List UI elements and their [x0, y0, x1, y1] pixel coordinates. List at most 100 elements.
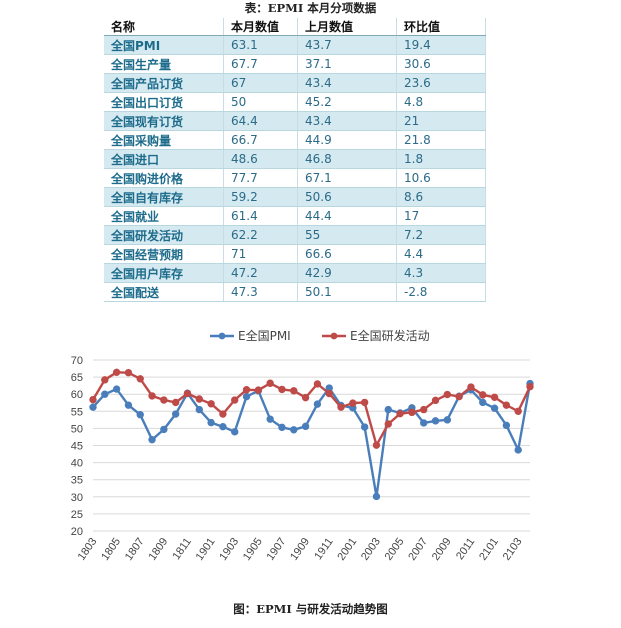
x-tick-label: 1905: [241, 536, 265, 563]
data-point: [207, 400, 215, 408]
table-row: 全国出口订货 50 45.2 4.8: [104, 92, 486, 112]
cell-previous: 67.1: [297, 168, 397, 188]
table-row: 全国配送 47.3 50.1 -2.8: [104, 282, 486, 302]
cell-name: 全国采购量: [104, 130, 224, 150]
data-point: [431, 417, 440, 425]
data-point: [313, 400, 322, 408]
x-tick-label: 2005: [383, 536, 407, 563]
data-point: [112, 385, 121, 393]
data-point: [124, 368, 133, 377]
data-point: [278, 423, 286, 432]
cell-name: 全国配送: [104, 282, 224, 302]
x-tick-label: 1911: [312, 536, 335, 562]
table-row: 全国经营预期 71 66.6 4.4: [104, 244, 486, 264]
data-point: [479, 398, 487, 407]
table-row: 全国用户库存 47.2 42.9 4.3: [104, 263, 486, 283]
cell-mom: 4.4: [396, 244, 486, 264]
data-point: [136, 375, 144, 383]
data-point: [112, 368, 121, 377]
data-point: [195, 405, 203, 414]
cell-mom: 7.2: [396, 225, 486, 245]
data-point: [242, 386, 251, 394]
table-header-row: 名称 本月数值 上月数值 环比值: [104, 18, 486, 36]
y-tick-label: 70: [71, 355, 83, 367]
cell-mom: 21: [396, 111, 486, 131]
data-point: [384, 405, 392, 414]
data-point: [301, 422, 310, 431]
data-point: [443, 416, 452, 424]
cell-mom: 30.6: [396, 54, 486, 74]
table-row: 全国生产量 67.7 37.1 30.6: [104, 54, 486, 74]
cell-name: 全国用户库存: [104, 263, 224, 283]
data-point: [360, 398, 369, 407]
data-point: [219, 410, 227, 418]
header-current: 本月数值: [223, 18, 298, 36]
y-tick-label: 30: [71, 492, 83, 504]
cell-current: 59.2: [223, 187, 298, 207]
data-point: [148, 392, 156, 400]
cell-mom: 19.4: [396, 35, 486, 55]
cell-current: 50: [223, 92, 298, 112]
cell-mom: 4.8: [396, 92, 486, 112]
cell-previous: 44.9: [297, 130, 397, 150]
y-tick-label: 40: [71, 458, 83, 470]
cell-previous: 46.8: [297, 149, 397, 169]
legend-marker: [330, 332, 338, 340]
x-tick-label: 1901: [194, 536, 218, 563]
cell-previous: 44.4: [297, 206, 397, 226]
x-tick-label: 2011: [454, 536, 477, 562]
y-axis-ticks: 20 25 30 35 40 45 50 55 60 65 70: [71, 355, 83, 538]
legend-label: E全国PMI: [238, 328, 291, 343]
data-point: [443, 390, 452, 399]
cell-name: 全国购进价格: [104, 168, 224, 188]
x-tick-label: 1809: [146, 536, 170, 563]
y-tick-label: 60: [71, 389, 83, 401]
data-point: [490, 393, 499, 401]
table-row: 全国研发活动 62.2 55 7.2: [104, 225, 486, 245]
data-point: [101, 376, 109, 384]
x-axis-ticks: 1803 1805 1807 1809 1811 1901 1903 1905 1907 1909…: [76, 536, 525, 563]
y-tick-label: 25: [71, 509, 83, 521]
data-point: [526, 382, 534, 391]
data-point: [360, 423, 369, 431]
x-tick-label: 2001: [335, 536, 359, 563]
y-tick-label: 50: [71, 423, 83, 435]
data-point: [313, 380, 322, 388]
table-row: 全国就业 61.4 44.4 17: [104, 206, 486, 226]
x-tick-label: 1811: [171, 536, 194, 562]
trend-chart: E全国PMI E全国研发活动 20 25 30 35 40 45 50 55 60 65 70 180…: [71, 328, 534, 563]
data-point: [372, 441, 381, 449]
data-point: [337, 403, 345, 411]
cell-previous: 37.1: [297, 54, 397, 74]
x-tick-label: 1903: [217, 536, 241, 563]
cell-mom: 10.6: [396, 168, 486, 188]
data-point: [325, 389, 333, 398]
data-point: [502, 401, 511, 409]
data-point: [171, 410, 180, 418]
cell-current: 62.2: [223, 225, 298, 245]
y-tick-label: 20: [71, 526, 83, 538]
data-point: [408, 408, 416, 417]
cell-previous: 55: [297, 225, 397, 245]
data-point: [420, 405, 428, 414]
header-previous: 上月数值: [297, 18, 397, 36]
data-point: [467, 383, 475, 391]
data-point: [490, 404, 499, 412]
data-point: [207, 418, 215, 427]
data-point: [136, 411, 144, 419]
x-tick-label: 2009: [430, 536, 454, 563]
data-point: [219, 422, 227, 431]
cell-current: 77.7: [223, 168, 298, 188]
data-point: [420, 419, 428, 427]
cell-mom: 4.3: [396, 263, 486, 283]
cell-previous: 50.1: [297, 282, 397, 302]
table-row: 全国自有库存 59.2 50.6 8.6: [104, 187, 486, 207]
chart-series: [89, 368, 534, 501]
data-point: [278, 385, 286, 394]
cell-current: 47.3: [223, 282, 298, 302]
data-point: [89, 403, 97, 411]
data-point: [160, 425, 168, 434]
cell-name: 全国出口订货: [104, 92, 224, 112]
data-point: [349, 399, 357, 407]
table-row: 全国产品订货 67 43.4 23.6: [104, 73, 486, 93]
